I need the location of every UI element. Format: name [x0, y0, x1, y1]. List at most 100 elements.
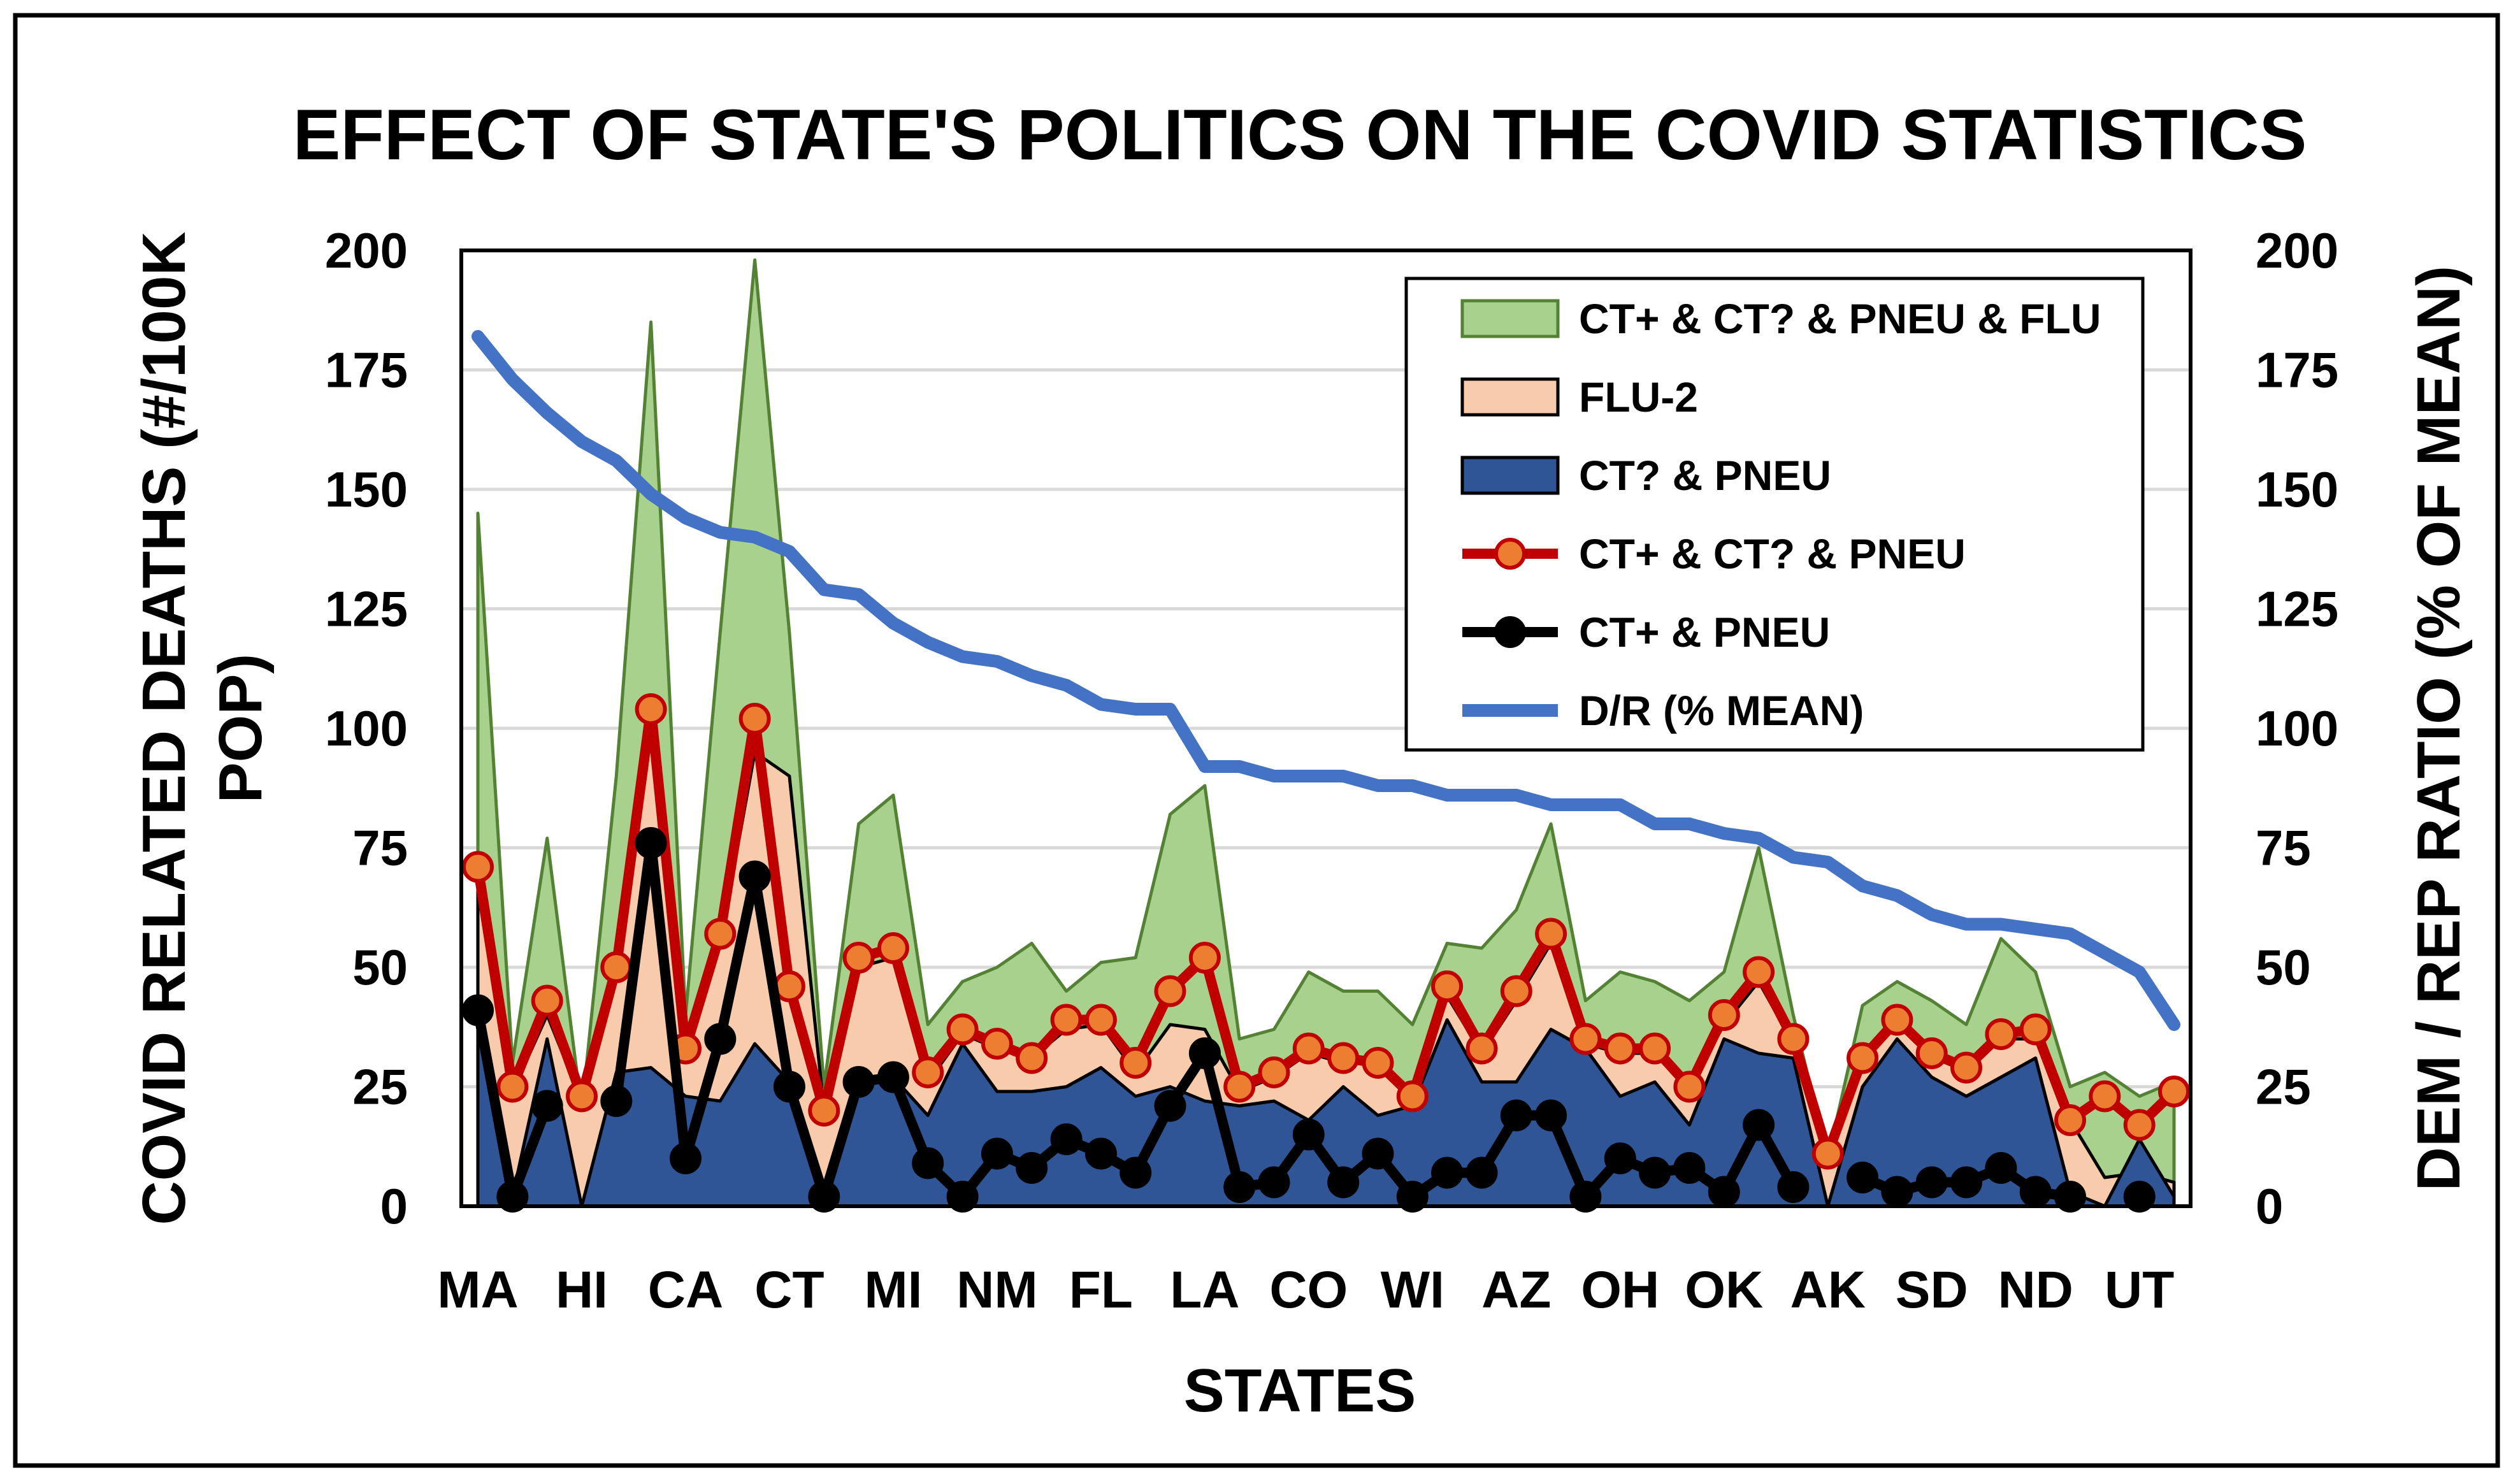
point-ct-pneu	[704, 1023, 737, 1055]
point-ct-ct-pneu	[1465, 1032, 1498, 1065]
point-ct-ct-pneu	[1535, 918, 1567, 950]
point-ct-pneu	[1500, 1099, 1532, 1132]
point-ct-pneu	[1050, 1123, 1083, 1155]
point-ct-ct-pneu	[2123, 1109, 2156, 1141]
point-ct-ct-pneu	[2089, 1080, 2121, 1113]
point-ct-ct-pneu	[1847, 1042, 1879, 1074]
right-axis-ticks: 0 25 50 75 100 125 150 175 200	[2256, 222, 2338, 1234]
point-ct-pneu	[1084, 1137, 1117, 1170]
point-ct-ct-pneu	[1950, 1051, 1982, 1084]
point-ct-ct-pneu	[1743, 956, 1775, 988]
point-ct-pneu	[1639, 1156, 1671, 1189]
plot-frame	[459, 249, 2193, 1208]
x-tick-label: OH	[1581, 1261, 1659, 1319]
y-tick-label: 75	[352, 820, 408, 876]
area-ct-pneu	[476, 1013, 2176, 1208]
x-tick-label: FL	[1069, 1261, 1133, 1319]
x-tick-label: WI	[1381, 1261, 1444, 1319]
point-ct-pneu	[1258, 1166, 1290, 1199]
point-ct-ct-pneu	[1915, 1037, 1948, 1069]
point-ct-pneu	[1120, 1156, 1152, 1189]
point-ct-ct-pneu	[1569, 1023, 1602, 1055]
point-ct-ct-pneu	[1084, 1004, 1117, 1036]
point-ct-pneu	[1673, 1152, 1706, 1184]
point-ct-ct-pneu	[1154, 975, 1186, 1007]
y-tick-label: 150	[325, 461, 408, 517]
legend-marker-ct-pneu	[1494, 616, 1526, 648]
legend-box	[1404, 277, 2145, 752]
point-ct-ct-pneu	[1708, 999, 1740, 1031]
y-axis-label-line: COVID RELATED DEATHS (#/100K	[130, 231, 198, 1225]
point-ct-pneu	[1985, 1152, 2017, 1184]
legend-marker-ct-ct-pneu	[1494, 538, 1526, 570]
y2-tick-label: 0	[2256, 1178, 2283, 1234]
point-ct-ct-pneu	[981, 1028, 1013, 1060]
point-ct-ct-pneu	[877, 932, 909, 964]
y2-tick-label: 75	[2256, 820, 2311, 876]
point-ct-pneu	[1292, 1118, 1325, 1151]
point-ct-ct-pneu	[2054, 1104, 2086, 1136]
x-tick-label: CO	[1269, 1261, 1348, 1319]
point-ct-pneu	[1431, 1156, 1464, 1189]
point-ct-ct-pneu	[1811, 1137, 1844, 1170]
point-ct-ct-pneu	[1120, 1047, 1152, 1079]
line-d-r-mean-	[472, 330, 2180, 1031]
point-ct-ct-pneu	[600, 951, 633, 983]
point-ct-pneu	[496, 1181, 529, 1213]
point-ct-ct-pneu	[1362, 1047, 1394, 1079]
point-ct-ct-pneu	[1050, 1004, 1083, 1036]
point-ct-pneu	[1535, 1099, 1567, 1132]
point-ct-ct-pneu	[496, 1070, 529, 1103]
point-ct-ct-pneu	[808, 1095, 840, 1127]
point-ct-pneu	[1847, 1162, 1879, 1193]
legend-swatch-flu-2	[1460, 377, 1560, 417]
point-ct-pneu	[600, 1085, 633, 1117]
x-tick-label: ND	[1998, 1261, 2073, 1319]
point-ct-pneu	[1154, 1090, 1186, 1122]
legend-label-ct-pneu: CT+ & PNEU	[1579, 609, 1830, 656]
x-tick-label: OK	[1685, 1261, 1763, 1319]
point-ct-pneu	[462, 994, 494, 1027]
y-tick-label: 25	[352, 1059, 408, 1115]
x-tick-label: CT	[754, 1261, 824, 1319]
point-ct-pneu	[946, 1181, 979, 1213]
point-ct-ct-pneu	[1673, 1070, 1706, 1103]
point-ct-pneu	[1327, 1166, 1360, 1199]
point-ct-ct-pneu	[1292, 1032, 1325, 1065]
point-ct-ct-pneu	[1881, 1004, 1913, 1036]
legend: CT+ & CT? & PNEU & FLU FLU-2 CT? & PNEU CT+…	[1404, 277, 2145, 752]
point-ct-ct-pneu	[704, 918, 737, 950]
point-ct-ct-pneu	[1500, 975, 1532, 1007]
point-ct-pneu	[1569, 1181, 1602, 1213]
x-axis-ticks: MA HI CA CT MI NM FL LA CO WI AZ OH OK AK SD ND UT	[437, 1261, 2174, 1319]
point-ct-ct-pneu	[1604, 1032, 1636, 1065]
x-tick-label: CA	[648, 1261, 723, 1319]
point-ct-ct-pneu	[462, 851, 494, 883]
point-ct-pneu	[877, 1061, 909, 1093]
y2-axis-label: DEM / REP RATIO (% OF MEAN)	[2405, 266, 2473, 1191]
y-tick-label: 200	[325, 222, 408, 278]
point-ct-ct-pneu	[566, 1080, 598, 1113]
point-ct-pneu	[635, 827, 667, 859]
point-ct-ct-pneu	[1016, 1042, 1048, 1074]
point-ct-pneu	[1915, 1166, 1948, 1199]
legend-swatch-ct-pneu	[1460, 456, 1560, 495]
y-tick-label: 175	[325, 342, 408, 398]
point-ct-ct-pneu	[1223, 1070, 1256, 1103]
point-ct-ct-pneu	[2158, 1076, 2190, 1107]
point-ct-pneu	[1950, 1166, 1982, 1199]
x-tick-label: NM	[956, 1261, 1038, 1319]
point-ct-pneu	[1604, 1142, 1636, 1174]
x-axis-label: STATES	[1184, 1357, 1416, 1425]
legend-label-ct-ct-pneu-flu: CT+ & CT? & PNEU & FLU	[1579, 295, 2101, 342]
point-ct-pneu	[1743, 1109, 1775, 1141]
point-ct-pneu	[1708, 1176, 1740, 1208]
legend-label-d-r-mean-: D/R (% MEAN)	[1579, 687, 1864, 734]
x-tick-label: MA	[437, 1261, 519, 1319]
point-ct-pneu	[531, 1090, 563, 1122]
point-ct-ct-pneu	[531, 984, 563, 1017]
point-ct-ct-pneu	[1639, 1032, 1671, 1065]
legend-label-ct-pneu: CT? & PNEU	[1579, 452, 1831, 499]
y-tick-label: 50	[352, 939, 408, 995]
point-ct-ct-pneu	[2019, 1013, 2052, 1046]
